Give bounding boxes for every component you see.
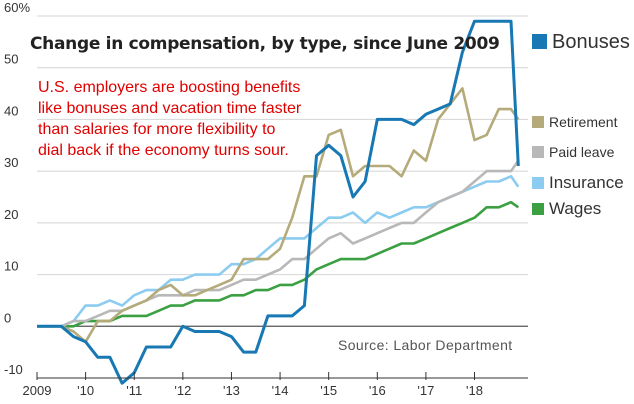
grid-lines (37, 15, 528, 379)
legend-swatch-retirement (532, 116, 544, 128)
x-tick-label-5: '14 (272, 383, 289, 398)
x-tick-label-0: 2009 (23, 383, 52, 398)
annotation-line-0: U.S. employers are boosting benefits (38, 79, 300, 96)
annotation-text: U.S. employers are boosting benefits like… (38, 79, 302, 159)
x-tick-label-4: '13 (223, 383, 240, 398)
y-tick-label-4: 20 (4, 207, 18, 222)
annotation-line-2: than salaries for more flexibility to (38, 121, 276, 138)
x-tick-label-3: '12 (174, 383, 191, 398)
x-tick-label-8: '17 (417, 383, 434, 398)
x-tick-label-2: '11 (126, 383, 142, 398)
x-tick-label-9: '18 (466, 383, 483, 398)
legend-label-wages: Wages (549, 199, 601, 218)
x-tick-labels: 2009 '10 '11 '12 '13 '14 '15 '16 '17 '18 (23, 372, 528, 398)
series-line-wages (37, 200, 520, 328)
series-line-retirement (37, 87, 520, 344)
x-tick-label-7: '16 (369, 383, 386, 398)
y-tick-labels: 60% 50 40 30 20 10 0 -10 (4, 0, 30, 377)
legend: Bonuses Retirement Paid leave Insurance Wage… (532, 31, 630, 218)
x-tick-label-6: '15 (320, 383, 337, 398)
y-tick-label-0: 60% (4, 0, 30, 15)
y-tick-label-5: 10 (4, 259, 18, 274)
source-note: Source: Labor Department (338, 337, 513, 353)
y-tick-label-6: 0 (4, 310, 11, 325)
legend-swatch-wages (532, 203, 544, 215)
chart-title: Change in compensation, by type, since J… (30, 34, 500, 54)
legend-label-insurance: Insurance (549, 173, 624, 192)
annotation-line-1: like bonuses and vacation time faster (38, 100, 302, 117)
x-tick-label-1: '10 (77, 383, 94, 398)
y-tick-label-2: 40 (4, 103, 18, 118)
legend-label-paid-leave: Paid leave (549, 144, 615, 160)
legend-label-retirement: Retirement (549, 114, 618, 130)
y-tick-label-7: -10 (4, 362, 23, 377)
y-tick-label-3: 30 (4, 155, 18, 170)
legend-swatch-insurance (532, 177, 544, 189)
y-tick-label-1: 50 (4, 52, 18, 67)
legend-label-bonuses: Bonuses (552, 31, 630, 53)
legend-swatch-paid-leave (532, 146, 544, 158)
legend-swatch-bonuses (532, 34, 547, 49)
annotation-line-3: dial back if the economy turns sour. (38, 142, 289, 159)
